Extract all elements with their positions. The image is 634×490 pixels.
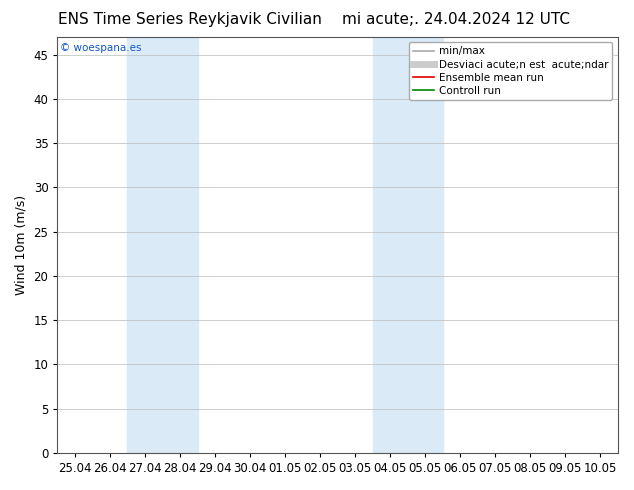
Text: © woespana.es: © woespana.es — [60, 43, 142, 53]
Bar — [127, 37, 198, 453]
Text: mi acute;. 24.04.2024 12 UTC: mi acute;. 24.04.2024 12 UTC — [342, 12, 571, 27]
Bar — [373, 37, 443, 453]
Legend: min/max, Desviaci acute;n est  acute;ndar, Ensemble mean run, Controll run: min/max, Desviaci acute;n est acute;ndar… — [408, 42, 612, 100]
Text: ENS Time Series Reykjavik Civilian: ENS Time Series Reykjavik Civilian — [58, 12, 322, 27]
Y-axis label: Wind 10m (m/s): Wind 10m (m/s) — [15, 195, 28, 295]
